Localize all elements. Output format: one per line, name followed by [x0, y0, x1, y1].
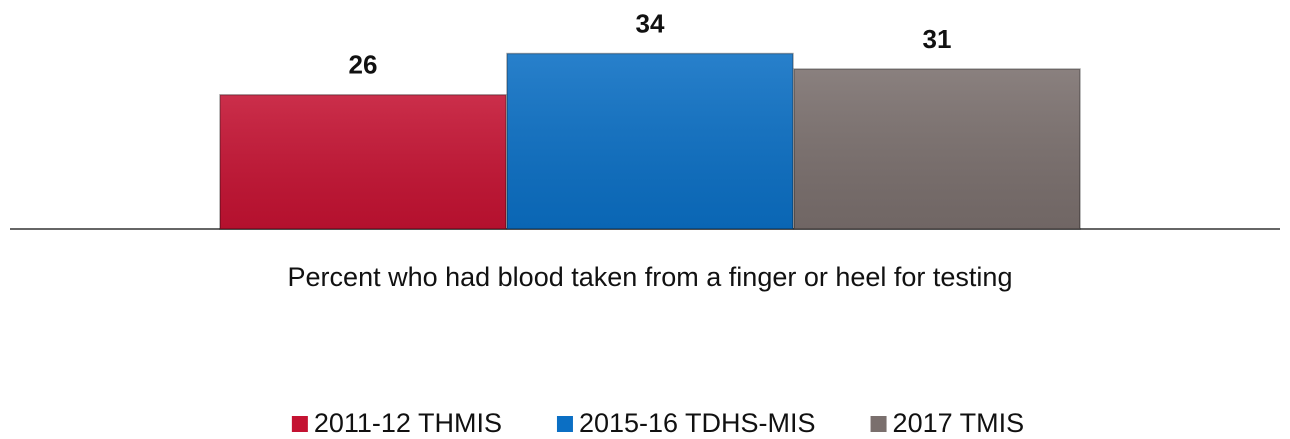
legend-label: 2017 TMIS — [893, 408, 1025, 438]
bar-shade — [794, 69, 1080, 229]
legend-label: 2015-16 TDHS-MIS — [579, 408, 816, 438]
bar-shade — [220, 94, 506, 229]
legend-swatch — [870, 416, 887, 432]
legend-label: 2011-12 THMIS — [314, 408, 502, 438]
value-label: 34 — [636, 8, 665, 38]
value-label: 31 — [923, 24, 952, 54]
legend-swatch — [291, 416, 308, 432]
value-label: 26 — [349, 50, 378, 80]
category-label: Percent who had blood taken from a finge… — [288, 262, 1013, 292]
bar-shade — [507, 53, 793, 230]
legend-swatch — [556, 416, 573, 432]
